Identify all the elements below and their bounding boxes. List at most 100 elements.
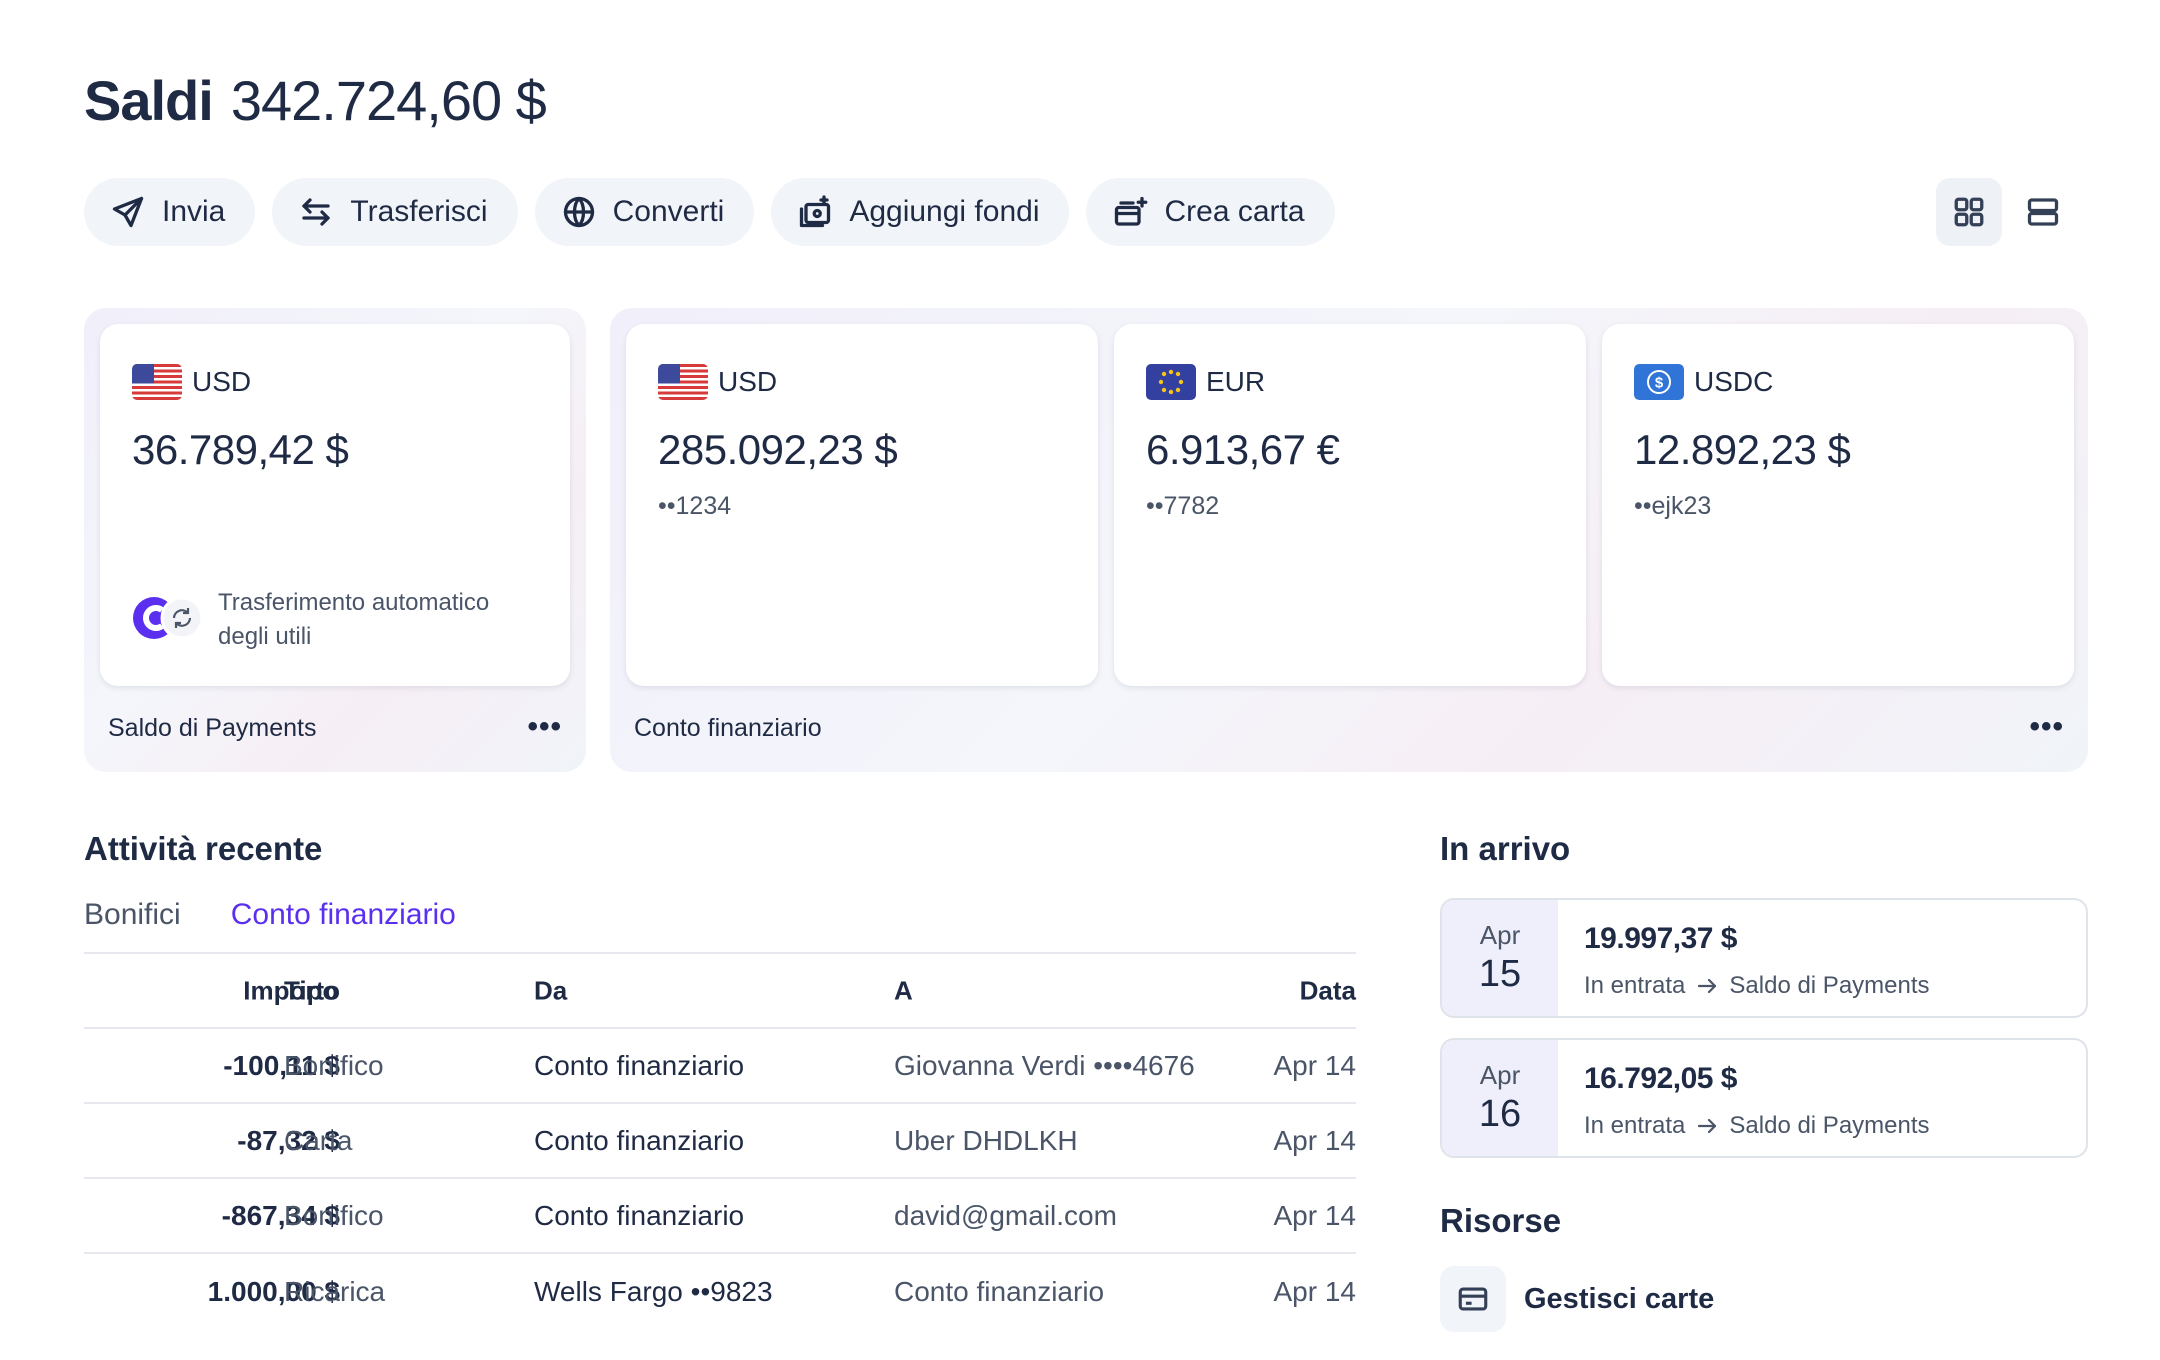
add-funds-icon <box>800 195 831 228</box>
activity-tabs: Bonifici Conto finanziario <box>84 898 456 932</box>
grid-view-button[interactable] <box>1936 178 2002 246</box>
row-type: Bonifico <box>284 1199 384 1231</box>
eu-flag-icon <box>1146 364 1196 400</box>
row-from: Conto finanziario <box>534 1049 745 1081</box>
row-to: Conto finanziario <box>894 1275 1105 1307</box>
resources-title: Risorse <box>1440 1202 1562 1239</box>
grid-view-icon <box>1954 197 1984 227</box>
manage-cards-link[interactable]: Gestisci carte <box>1440 1266 1714 1332</box>
financial-usd-card[interactable]: USD 285.092,23 $ ••1234 <box>626 324 1098 686</box>
incoming-amount: 19.997,37 $ <box>1584 922 1737 955</box>
list-view-icon <box>2027 198 2059 226</box>
incoming-date: Apr 15 <box>1442 900 1558 1016</box>
incoming-item[interactable]: Apr 15 19.997,37 $ In entrata Saldo di P… <box>1440 898 2088 1018</box>
row-to: Giovanna Verdi ••••4676 <box>894 1049 1195 1081</box>
incoming-item[interactable]: Apr 16 16.792,05 $ In entrata Saldo di P… <box>1440 1038 2088 1158</box>
financial-eur-card[interactable]: EUR 6.913,67 € ••7782 <box>1114 324 1586 686</box>
incoming-status: In entrata <box>1584 972 1686 999</box>
incoming-destination: Saldo di Payments <box>1729 972 1930 999</box>
tab-bonifici[interactable]: Bonifici <box>84 898 181 931</box>
transfer-icon <box>302 198 331 226</box>
list-view-button[interactable] <box>2010 178 2076 246</box>
activity-table: Importo Tipo Da A Data -100,11 $ Bonific… <box>84 952 1356 1329</box>
row-from: Wells Fargo ••9823 <box>534 1275 773 1307</box>
tab-conto-finanziario[interactable]: Conto finanziario <box>230 898 456 931</box>
row-date: Apr 14 <box>1273 1124 1357 1156</box>
convert-button-label: Converti <box>612 195 725 228</box>
table-row[interactable]: -87,32 $ Carta Conto finanziario Uber DH… <box>84 1104 1356 1179</box>
column-amount[interactable]: Importo <box>243 975 340 1005</box>
send-icon <box>112 196 144 228</box>
payments-balance-label: Saldo di Payments <box>108 714 317 742</box>
view-toggle <box>1936 178 2076 246</box>
total-balance: 342.724,60 $ <box>230 68 547 132</box>
usdc-icon: $ <box>1634 364 1684 400</box>
card-currency: USD <box>132 364 251 400</box>
action-bar: Invia Trasferisci Converti Aggiungi fond… <box>84 178 1335 246</box>
row-amount: -87,32 $ <box>237 1124 340 1156</box>
financial-more-icon[interactable]: ••• <box>2029 710 2064 743</box>
payments-balance-group: USD 36.789,42 $ Trasferimento automatico… <box>84 308 586 772</box>
add-funds-button[interactable]: Aggiungi fondi <box>771 178 1070 246</box>
row-from: Conto finanziario <box>534 1199 745 1231</box>
card-amount: 36.789,42 $ <box>132 426 349 473</box>
manage-cards-label: Gestisci carte <box>1524 1282 1715 1315</box>
incoming-day: 15 <box>1478 953 1522 995</box>
column-to[interactable]: A <box>894 975 913 1005</box>
incoming-month: Apr <box>1479 1060 1521 1090</box>
financial-account-label: Conto finanziario <box>634 714 822 742</box>
row-date: Apr 14 <box>1273 1275 1357 1307</box>
convert-button[interactable]: Converti <box>534 178 755 246</box>
incoming-destination: Saldo di Payments <box>1729 1112 1930 1139</box>
row-to: david@gmail.com <box>894 1199 1117 1231</box>
card-amount: 285.092,23 $ <box>658 426 898 473</box>
incoming-amount: 16.792,05 $ <box>1584 1062 1737 1095</box>
incoming-month: Apr <box>1479 920 1521 950</box>
row-amount: 1.000,00 $ <box>207 1275 340 1307</box>
auto-transfer-icons <box>132 592 204 644</box>
arrow-right-icon <box>1698 978 1717 994</box>
row-date: Apr 14 <box>1273 1199 1357 1231</box>
column-type[interactable]: Tipo <box>284 975 339 1005</box>
page-header: Saldi 342.724,60 $ <box>84 62 547 138</box>
create-card-button[interactable]: Crea carta <box>1086 178 1335 246</box>
incoming-meta: In entrata Saldo di Payments <box>1584 972 1930 1000</box>
transfer-button[interactable]: Trasferisci <box>272 178 518 246</box>
row-type: Bonifico <box>284 1049 384 1081</box>
account-mask: ••7782 <box>1146 492 1220 520</box>
card-currency: EUR <box>1146 364 1265 400</box>
incoming-date: Apr 16 <box>1442 1040 1558 1156</box>
sync-icon <box>160 596 204 640</box>
card-amount: 6.913,67 € <box>1146 426 1340 473</box>
payments-usd-card[interactable]: USD 36.789,42 $ Trasferimento automatico… <box>100 324 570 686</box>
payments-more-icon[interactable]: ••• <box>527 710 562 743</box>
us-flag-icon <box>658 364 708 400</box>
currency-code: USD <box>192 366 252 397</box>
row-from: Conto finanziario <box>534 1124 745 1156</box>
row-type: Carta <box>284 1124 353 1156</box>
table-row[interactable]: 1.000,00 $ Ricarica Wells Fargo ••9823 C… <box>84 1254 1356 1329</box>
row-amount: -867,34 $ <box>221 1199 340 1231</box>
account-mask: ••1234 <box>658 492 732 520</box>
send-button[interactable]: Invia <box>84 178 256 246</box>
card-currency: USD <box>658 364 777 400</box>
svg-text:$: $ <box>1655 375 1664 392</box>
row-type: Ricarica <box>284 1275 386 1307</box>
add-funds-button-label: Aggiungi fondi <box>849 195 1040 228</box>
send-button-label: Invia <box>162 195 226 228</box>
row-to: Uber DHDLKH <box>894 1124 1078 1156</box>
auto-transfer-info: Trasferimento automatico degli utili <box>132 586 538 654</box>
column-from[interactable]: Da <box>534 975 568 1005</box>
incoming-meta: In entrata Saldo di Payments <box>1584 1112 1930 1140</box>
financial-usdc-card[interactable]: $ USDC 12.892,23 $ ••ejk23 <box>1602 324 2074 686</box>
arrow-right-icon <box>1698 1118 1717 1134</box>
column-date[interactable]: Data <box>1299 975 1356 1005</box>
card-icon <box>1458 1287 1488 1311</box>
row-amount: -100,11 $ <box>223 1049 340 1081</box>
table-row[interactable]: -867,34 $ Bonifico Conto finanziario dav… <box>84 1179 1356 1254</box>
recent-activity-title: Attività recente <box>84 830 323 867</box>
table-row[interactable]: -100,11 $ Bonifico Conto finanziario Gio… <box>84 1029 1356 1104</box>
card-icon-wrapper <box>1440 1266 1506 1332</box>
row-date: Apr 14 <box>1273 1049 1357 1081</box>
currency-code: USD <box>718 366 778 397</box>
